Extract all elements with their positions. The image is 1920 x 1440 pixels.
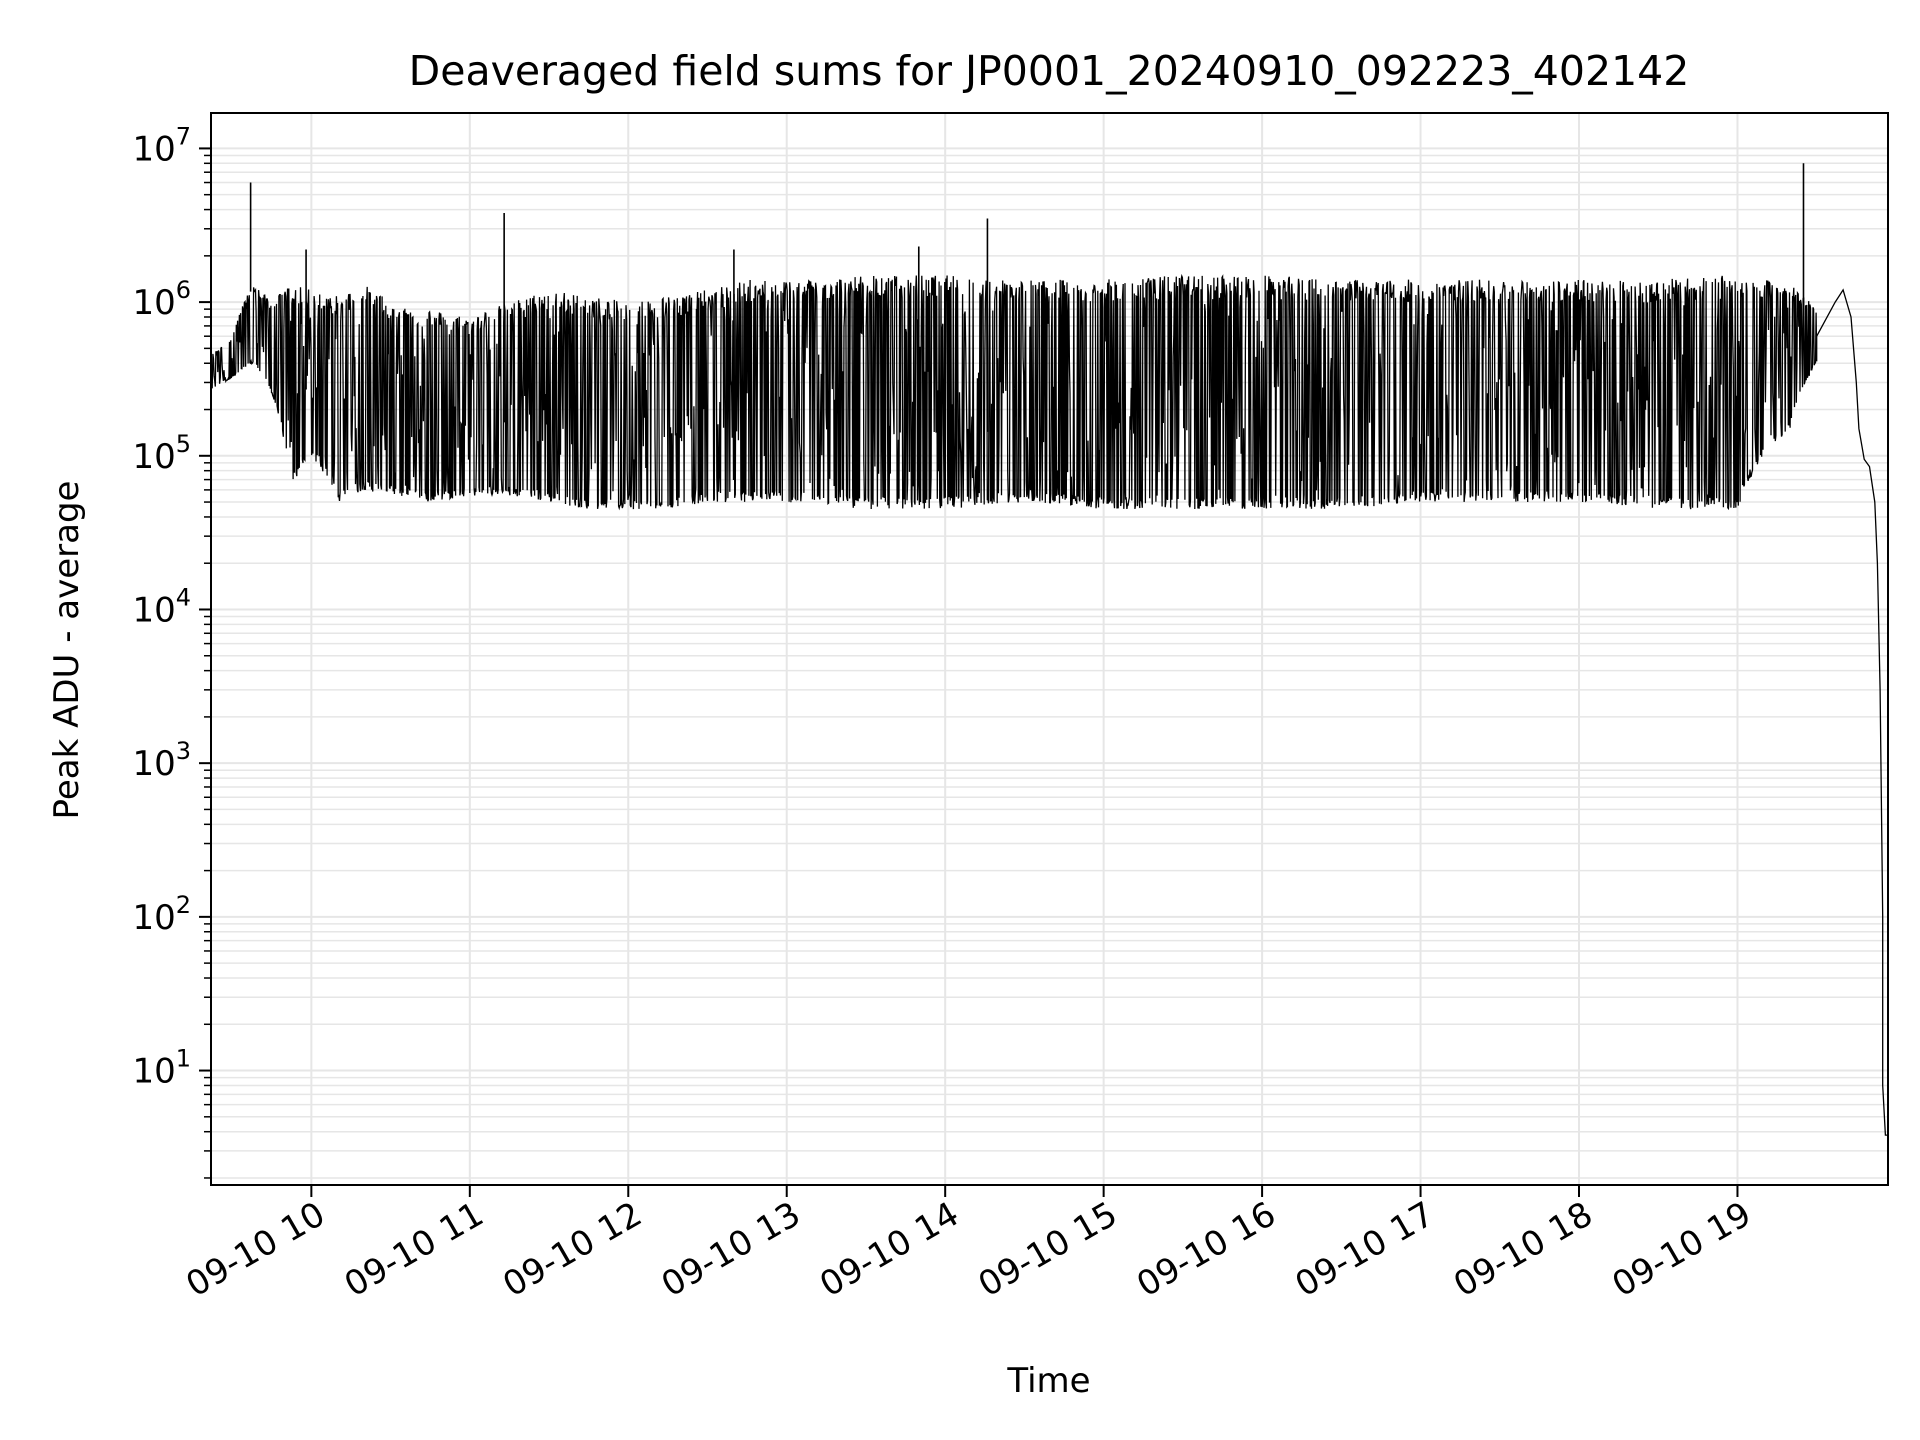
series-path xyxy=(210,273,1888,1136)
x-axis-label: Time xyxy=(1006,1361,1090,1401)
y-tick-label: 103 xyxy=(132,737,191,784)
y-tick-label: 105 xyxy=(132,430,191,477)
y-tick-label: 107 xyxy=(132,122,191,169)
series-line xyxy=(210,163,1888,1136)
grid xyxy=(211,113,1888,1185)
y-tick-label: 104 xyxy=(132,583,191,630)
y-axis: 101 102 103 104 105 106 107 xyxy=(132,122,211,1179)
chart-title: Deaveraged field sums for JP0001_2024091… xyxy=(409,47,1690,95)
plot-frame xyxy=(210,112,1889,1186)
y-tick-label: 101 xyxy=(132,1045,191,1092)
y-axis-label: Peak ADU - average xyxy=(47,481,87,820)
y-tick-label: 106 xyxy=(132,276,191,323)
y-tick-label: 102 xyxy=(132,891,191,938)
